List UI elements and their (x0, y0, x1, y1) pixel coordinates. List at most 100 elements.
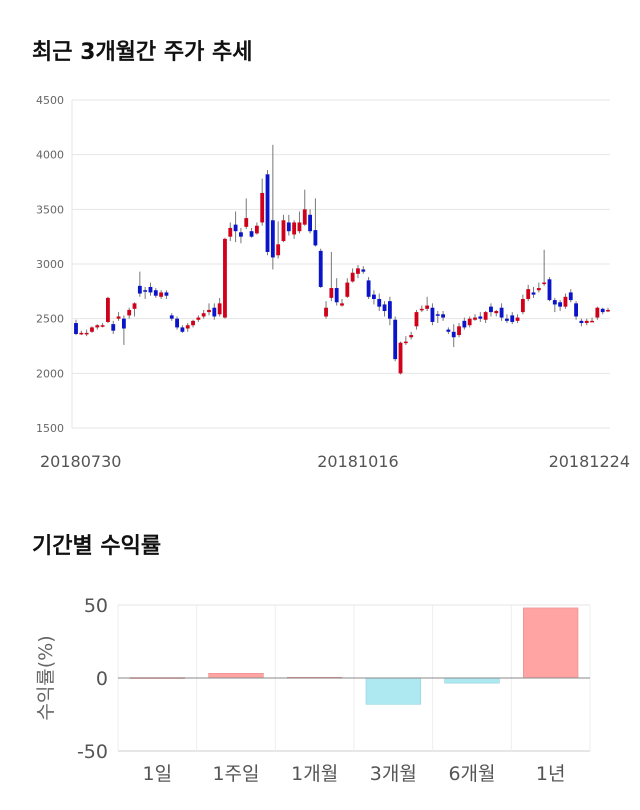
candle-body (595, 307, 600, 318)
candle-body (153, 290, 158, 296)
candle-body (84, 332, 89, 335)
candle-body (377, 298, 382, 307)
candle-body (393, 319, 398, 360)
candle-body (568, 292, 573, 301)
candle-body (212, 307, 217, 317)
candle-body (329, 288, 334, 298)
candle-body (366, 280, 371, 297)
candle-body (297, 222, 302, 232)
candle-body (515, 317, 520, 321)
x-tick-label: 20181224 (549, 452, 630, 471)
candle-body (95, 325, 100, 328)
candle-body (430, 307, 435, 322)
candle-body (446, 329, 451, 332)
candle-body (143, 290, 148, 292)
candle-body (159, 292, 164, 297)
candle-body (552, 300, 557, 305)
candle-body (239, 232, 243, 237)
candle-body (100, 325, 105, 327)
candle-body (403, 341, 408, 344)
candle-body (313, 230, 318, 246)
candle-body (356, 268, 360, 274)
candle-body (249, 231, 254, 237)
candle-body (457, 326, 461, 336)
candle-body (127, 309, 132, 316)
candle-body (414, 312, 419, 327)
candle-body (217, 303, 222, 315)
candle-body (574, 303, 578, 317)
candle-body (542, 282, 547, 285)
y-tick-label: 0 (96, 668, 108, 690)
return-bar (208, 673, 264, 679)
candle-body (425, 305, 430, 309)
candle-body (520, 298, 525, 313)
candle-body (489, 306, 493, 313)
candle-body (90, 327, 94, 332)
candle-body (584, 320, 589, 324)
candle-body (132, 303, 137, 309)
x-tick-label: 20181016 (317, 452, 398, 471)
candle-body (387, 301, 392, 319)
candle-body (292, 222, 297, 235)
candle-body (467, 318, 472, 326)
y-tick-label: 50 (84, 595, 108, 617)
return-bar (523, 607, 579, 679)
candle-body (196, 317, 201, 320)
candle-body (265, 174, 270, 252)
y-tick-label: -50 (77, 741, 108, 763)
y-axis-label: 수익률(%) (35, 635, 57, 720)
y-tick-label: 3000 (36, 258, 64, 271)
candle-body (207, 309, 211, 313)
returns-chart-title: 기간별 수익률 (32, 534, 162, 559)
candle-body (137, 285, 142, 294)
candle-body (526, 289, 531, 299)
candle-body (505, 318, 509, 321)
category-label: 6개월 (448, 763, 495, 785)
candle-body (334, 288, 339, 303)
candle-body (350, 272, 355, 282)
candle-body (164, 292, 169, 296)
return-bar (365, 677, 421, 705)
candle-body (233, 224, 238, 232)
candle-body (276, 244, 281, 256)
candle-body (324, 307, 328, 317)
candle-body (74, 323, 78, 334)
candle-body (191, 320, 195, 326)
x-tick-label: 20180730 (40, 452, 121, 471)
candle-body (148, 286, 153, 293)
candle-body (308, 214, 312, 232)
y-tick-label: 2500 (36, 313, 64, 326)
candle-body (441, 314, 445, 318)
category-label: 1년 (536, 763, 566, 785)
candle-body (281, 220, 286, 242)
price-chart-title: 최근 3개월간 주가 추세 (32, 40, 253, 65)
candle-body (254, 225, 259, 234)
candle-body (563, 296, 568, 307)
candle-body (175, 318, 179, 328)
candle-body (435, 314, 440, 316)
candle-body (478, 316, 483, 319)
candle-body (499, 307, 504, 318)
candle-body (579, 320, 584, 324)
y-tick-label: 2000 (36, 367, 64, 380)
candle-body (185, 325, 190, 329)
candle-body (79, 332, 84, 335)
candle-body (536, 288, 541, 291)
candle-body (201, 313, 206, 317)
y-tick-label: 3500 (36, 203, 64, 216)
return-bar (444, 677, 500, 684)
candle-body (510, 315, 515, 322)
candle-body (244, 218, 249, 227)
candle-body (318, 250, 323, 287)
y-tick-label: 1500 (36, 422, 64, 435)
candle-body (361, 269, 366, 272)
candle-body (382, 304, 387, 312)
candle-body (547, 279, 552, 301)
candle-body (606, 309, 610, 312)
candle-body (590, 320, 594, 323)
candle-body (451, 331, 456, 338)
candle-body (345, 282, 350, 297)
candle-body (409, 335, 414, 338)
candle-body (473, 317, 477, 320)
candle-body (116, 316, 121, 319)
